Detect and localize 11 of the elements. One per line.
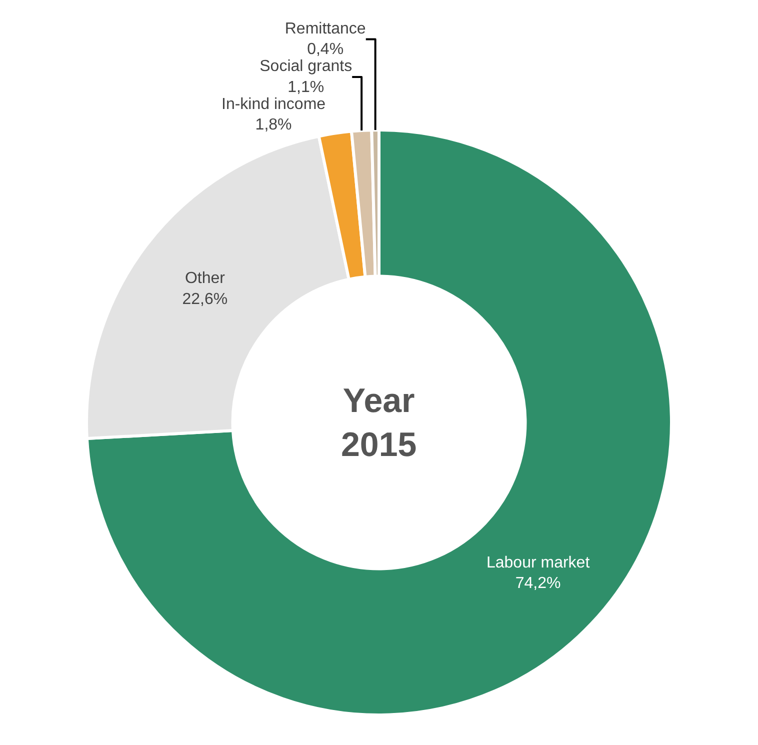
data-label: 0,4% [307,41,344,58]
slice-label: Social grants [260,58,352,76]
data-label: 1,8% [255,116,292,134]
data-label: 22,6% [182,290,228,308]
slice-label: Other [184,270,226,288]
slice-label: In-kind income [222,96,326,113]
text: Year 2015 [341,382,417,464]
data-label: 1,1% [288,78,324,96]
slice-label: Remittance [284,20,366,38]
slice-label: Labour market [486,554,590,572]
data-label: 74,2% [515,575,561,592]
